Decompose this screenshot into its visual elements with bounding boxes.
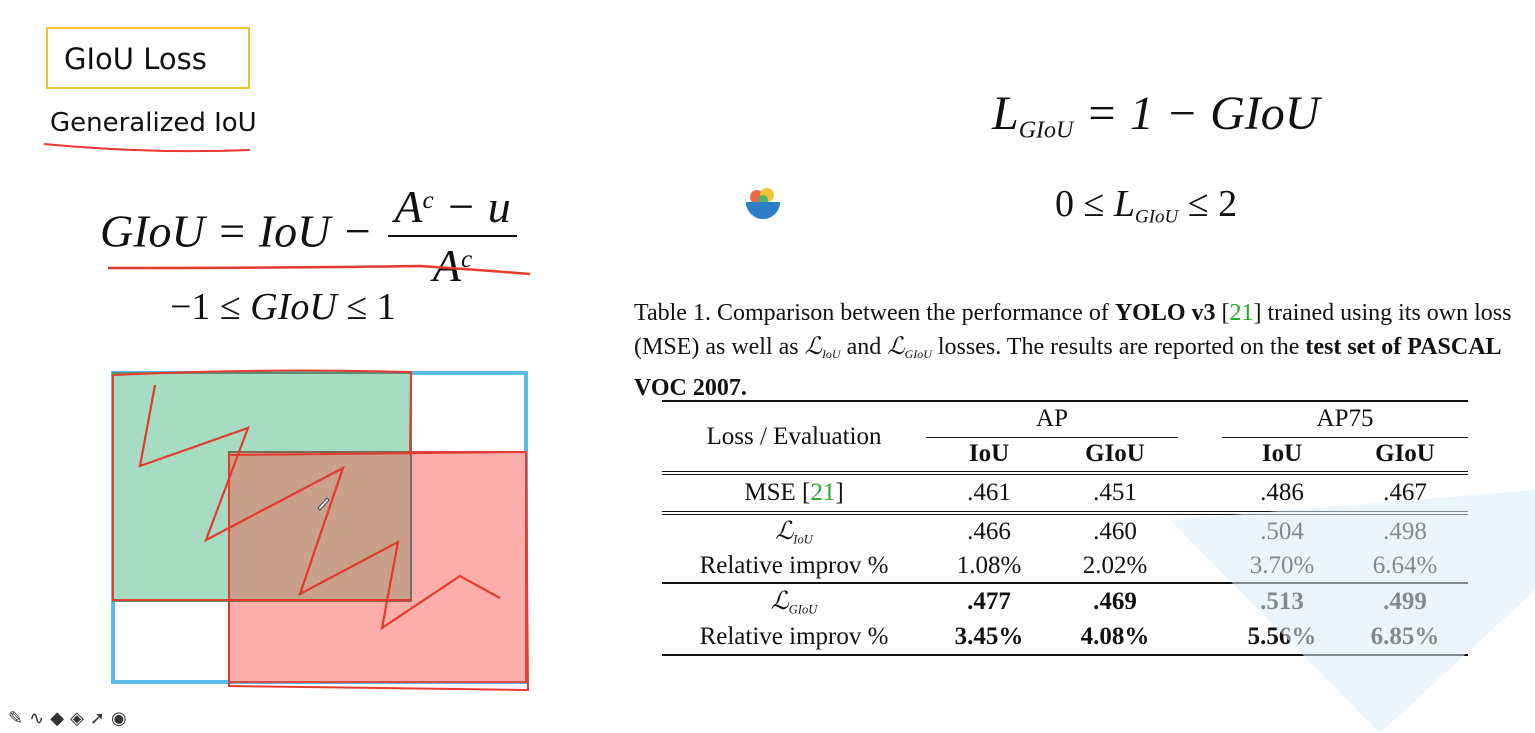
group-ap75: AP75: [1222, 400, 1468, 438]
ink-zigzag: [138, 384, 501, 631]
table-caption: Table 1. Comparison between the performa…: [634, 300, 1512, 402]
pen-icon[interactable]: ✎: [8, 708, 30, 729]
results-table: Loss / Evaluation AP AP75 IoU GIoU IoU G…: [662, 400, 1468, 656]
giou-range: −1 ≤ GIoU ≤ 1: [170, 286, 396, 328]
slide-title: GIoU Loss: [46, 27, 250, 89]
pen-cursor-icon: [317, 497, 330, 511]
ink-underline-subtitle: [43, 143, 251, 153]
giou-formula-lhs: GIoU = IoU −: [100, 205, 373, 257]
box-a: [112, 372, 412, 602]
pointer-icon[interactable]: ➚: [89, 708, 111, 729]
table-row: Relative improv % 1.08% 2.02% 3.70% 6.64%: [699, 551, 1438, 579]
giou-loss-formula: LGIoU = 1 − GIoU: [992, 87, 1320, 144]
table-row: Relative improv % 3.45% 4.08% 5.56% 6.85%: [662, 619, 1468, 656]
group-ap: AP: [926, 400, 1178, 438]
giou-loss-range: 0 ≤ LGIoU ≤ 2: [1055, 183, 1238, 228]
highlighter-icon[interactable]: ◆: [50, 708, 71, 729]
giou-formula: GIoU = IoU − Ac − u Ac: [100, 180, 517, 292]
table-row: MSE [21] .461.451 .486.467: [662, 471, 1468, 513]
app-logo-icon: [746, 188, 780, 219]
enclosing-box: [111, 371, 528, 684]
table-corner: Loss / Evaluation: [662, 400, 926, 473]
table-row: ℒIoU .466.460 .504.498: [662, 511, 1468, 549]
giou-fraction: Ac − u Ac: [388, 180, 517, 292]
curve-icon[interactable]: ∿: [29, 708, 51, 729]
target-icon[interactable]: ◉: [110, 708, 133, 729]
slide-subtitle: Generalized IoU: [50, 108, 257, 138]
annotation-toolbar: ✎∿◆◈➚◉: [8, 708, 133, 729]
giou-denominator: Ac: [432, 240, 473, 291]
eraser-icon[interactable]: ◈: [70, 708, 90, 729]
citation-link: 21: [1229, 300, 1254, 326]
box-b: [228, 451, 527, 683]
table-row: ℒGIoU .477.469 .513.499: [662, 582, 1468, 619]
giou-numerator: Ac − u: [388, 180, 517, 237]
overlap-region: [228, 451, 412, 602]
